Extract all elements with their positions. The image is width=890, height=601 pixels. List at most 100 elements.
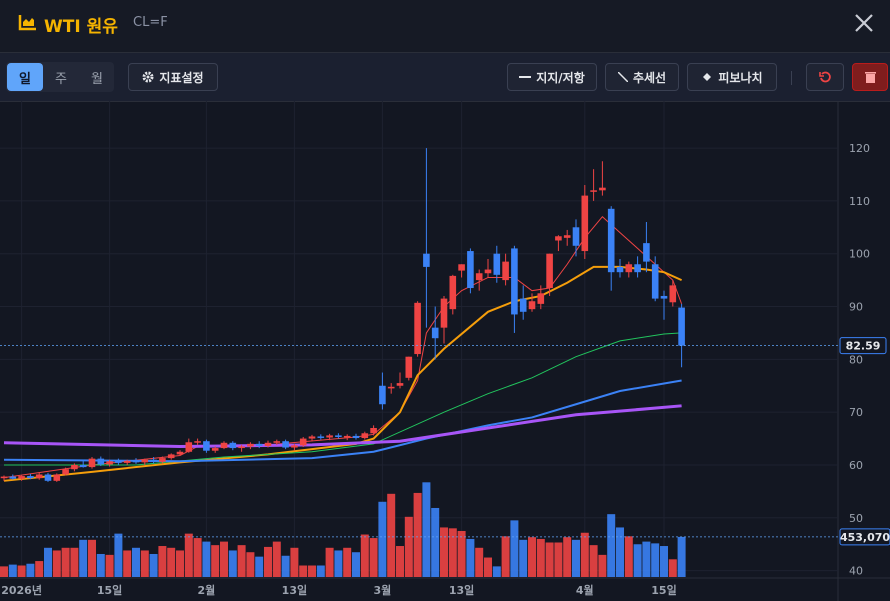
- volume-bar: [360, 534, 369, 577]
- candle-body: [9, 476, 17, 479]
- volume-bar: [457, 530, 466, 577]
- volume-bar: [52, 550, 61, 577]
- candle-body: [123, 460, 131, 463]
- volume-bar: [237, 545, 246, 577]
- volume-bar: [484, 557, 492, 577]
- volume-bar: [404, 516, 413, 577]
- volume-bar: [651, 543, 660, 577]
- volume-bar: [387, 493, 396, 577]
- candle-body: [62, 469, 69, 475]
- volume-bar: [290, 547, 299, 577]
- volume-bar: [176, 550, 184, 577]
- indicator-label: 지표설정: [159, 70, 204, 85]
- candle-body: [387, 386, 395, 389]
- candle-body: [572, 227, 580, 246]
- candle-body: [440, 298, 448, 328]
- volume-bar: [554, 542, 563, 577]
- volume-bar: [44, 547, 52, 577]
- volume-bar: [519, 539, 528, 577]
- trend-label: 추세선: [632, 70, 667, 85]
- volume-bar: [132, 547, 140, 577]
- ruler-icon: [703, 73, 712, 81]
- y-tick-label: 50: [849, 512, 863, 525]
- period-week[interactable]: 주: [55, 71, 67, 87]
- candle-body: [317, 436, 325, 438]
- candle-body: [115, 461, 122, 463]
- volume-bar: [668, 559, 677, 577]
- candle-body: [370, 427, 377, 434]
- volume-bar: [440, 527, 448, 577]
- volume-bar: [545, 542, 554, 577]
- x-tick-label: 15일: [651, 583, 676, 597]
- candle-body: [651, 264, 659, 299]
- header: WTI 원유 CL=F: [0, 0, 890, 53]
- candle-body: [379, 385, 386, 405]
- volume-bar: [96, 553, 105, 577]
- close-button[interactable]: [854, 13, 874, 33]
- volume-bar: [184, 533, 193, 577]
- y-tick-label: 90: [849, 301, 863, 314]
- volume-bar: [123, 550, 132, 577]
- x-tick-label: 15일: [97, 583, 122, 597]
- volume-bar: [510, 520, 519, 577]
- volume-bar: [220, 541, 228, 577]
- candle-body: [599, 187, 606, 191]
- volume-bar: [572, 539, 580, 577]
- volume-bar: [475, 547, 484, 577]
- candle-body: [299, 438, 307, 446]
- trend-button[interactable]: 추세선: [605, 63, 679, 91]
- volume-bar: [299, 565, 308, 577]
- candle-body: [634, 264, 641, 273]
- candle-body: [176, 451, 184, 455]
- volume-bar: [308, 565, 316, 577]
- last-price-label: 82.59: [846, 340, 881, 353]
- candle-body: [167, 454, 175, 459]
- volume-bar: [211, 545, 220, 577]
- candle-body: [308, 436, 316, 439]
- volume-bar: [431, 507, 440, 577]
- candle-body: [423, 253, 430, 267]
- candle-body: [669, 285, 677, 303]
- candle-body: [185, 442, 193, 452]
- candle-body: [528, 301, 536, 310]
- y-tick-label: 40: [849, 565, 863, 578]
- period-day[interactable]: 일: [7, 63, 43, 91]
- trash-icon: [864, 72, 876, 83]
- candle-body: [581, 195, 589, 252]
- period-month[interactable]: 월: [91, 71, 103, 87]
- volume-bar: [8, 564, 17, 577]
- title: WTI 원유: [44, 17, 118, 37]
- candle-body: [414, 302, 421, 355]
- indicator-button[interactable]: 지표설정: [128, 63, 218, 91]
- volume-bar: [624, 536, 633, 577]
- fib-button[interactable]: 피보나치: [687, 63, 777, 91]
- delete-button[interactable]: [852, 63, 888, 91]
- volume-bar: [105, 554, 114, 577]
- line-icon: [519, 76, 532, 78]
- volume-bar: [616, 527, 624, 577]
- volume-bar: [193, 538, 202, 577]
- volume-bar: [343, 547, 352, 577]
- candle-body: [141, 459, 149, 463]
- volume-bar: [167, 547, 176, 577]
- candle-body: [71, 464, 78, 470]
- volume-bar: [422, 482, 431, 577]
- candle-body: [475, 273, 483, 281]
- volume-bar: [17, 565, 26, 577]
- moving-average: [3, 379, 682, 463]
- candle-body: [211, 448, 219, 451]
- candle-body: [88, 458, 96, 468]
- volume-bar: [660, 546, 668, 577]
- volume-bar: [633, 544, 642, 577]
- candle-body: [511, 248, 518, 315]
- volume-bar: [492, 566, 501, 577]
- support-button[interactable]: 지지/저항: [507, 63, 597, 91]
- candle-body: [555, 236, 562, 241]
- volume-bar: [334, 550, 343, 577]
- volume-bar: [607, 514, 616, 577]
- volume-bar: [413, 492, 422, 577]
- volume-bar: [272, 541, 281, 577]
- reset-button[interactable]: [806, 63, 844, 91]
- candle-body: [194, 441, 201, 443]
